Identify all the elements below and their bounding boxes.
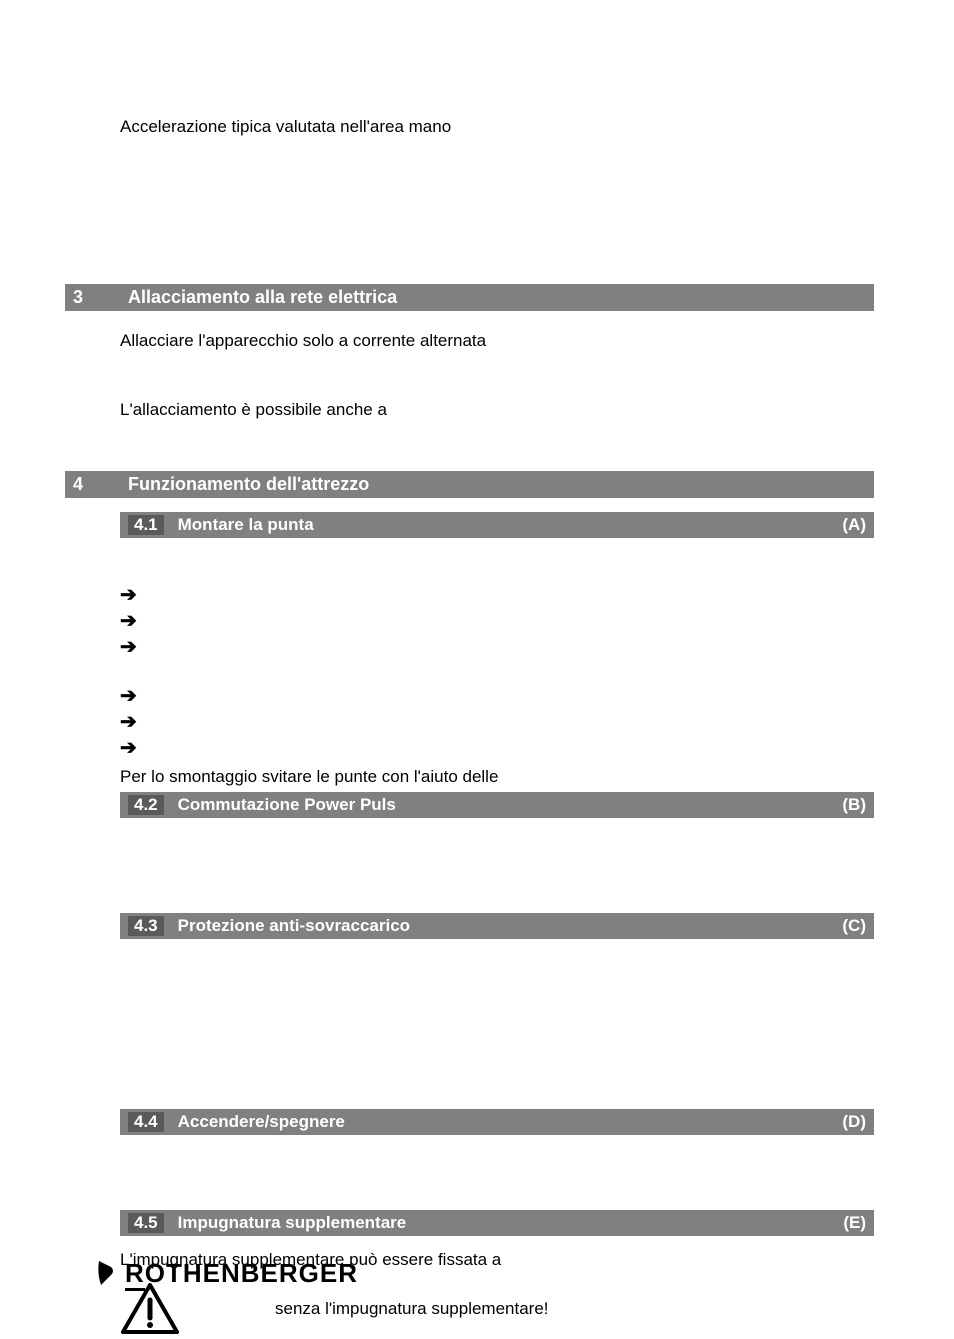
subsection-42-letter: (B) xyxy=(842,795,866,815)
warning-text: senza l'impugnatura supplementare! xyxy=(275,1299,549,1319)
arrow-icon: ➔ xyxy=(120,710,874,734)
footer: RROTHENBERGEROTHENBERGER xyxy=(95,1257,358,1289)
subsection-41-num: 4.1 xyxy=(128,515,164,535)
section-3-header: 3 Allacciamento alla rete elettrica xyxy=(65,284,874,311)
intro-text: Accelerazione tipica valutata nell'area … xyxy=(120,115,874,139)
section-4-title: Funzionamento dell'attrezzo xyxy=(128,474,369,495)
subsection-44-num: 4.4 xyxy=(128,1112,164,1132)
arrow-icon: ➔ xyxy=(120,736,874,760)
section-3-para2: L'allacciamento è possibile anche a xyxy=(120,398,874,422)
footer-brand: RROTHENBERGEROTHENBERGER xyxy=(125,1258,358,1289)
subsection-45-title: Impugnatura supplementare xyxy=(178,1213,844,1233)
section-4-header: 4 Funzionamento dell'attrezzo xyxy=(65,471,874,498)
subsection-44-title: Accendere/spegnere xyxy=(178,1112,843,1132)
subsection-43-letter: (C) xyxy=(842,916,866,936)
subsection-41-header: 4.1 Montare la punta (A) xyxy=(120,512,874,538)
warning-row: senza l'impugnatura supplementare! xyxy=(120,1282,874,1337)
subsection-41-note: Per lo smontaggio svitare le punte con l… xyxy=(120,765,874,789)
subsection-42-title: Commutazione Power Puls xyxy=(178,795,843,815)
subsection-44-letter: (D) xyxy=(842,1112,866,1132)
arrow-list-2: ➔ ➔ ➔ xyxy=(120,684,874,760)
arrow-icon: ➔ xyxy=(120,684,874,708)
subsection-43-num: 4.3 xyxy=(128,916,164,936)
section-3-para1: Allacciare l'apparecchio solo a corrente… xyxy=(120,329,874,353)
subsection-43-header: 4.3 Protezione anti-sovraccarico (C) xyxy=(120,913,874,939)
section-3-num: 3 xyxy=(73,287,128,308)
subsection-42-num: 4.2 xyxy=(128,795,164,815)
arrow-icon: ➔ xyxy=(120,635,874,659)
subsection-45-letter: (E) xyxy=(843,1213,866,1233)
subsection-42-header: 4.2 Commutazione Power Puls (B) xyxy=(120,792,874,818)
subsection-45-num: 4.5 xyxy=(128,1213,164,1233)
footer-logo: RROTHENBERGEROTHENBERGER xyxy=(95,1257,358,1289)
arrow-icon: ➔ xyxy=(120,583,874,607)
arrow-list-1: ➔ ➔ ➔ xyxy=(120,583,874,659)
subsection-45-header: 4.5 Impugnatura supplementare (E) xyxy=(120,1210,874,1236)
page-content: Accelerazione tipica valutata nell'area … xyxy=(0,0,954,1337)
subsection-43-title: Protezione anti-sovraccarico xyxy=(178,916,843,936)
subsection-41-letter: (A) xyxy=(842,515,866,535)
section-4-num: 4 xyxy=(73,474,128,495)
subsection-41-title: Montare la punta xyxy=(178,515,843,535)
subsection-44-header: 4.4 Accendere/spegnere (D) xyxy=(120,1109,874,1135)
arrow-icon: ➔ xyxy=(120,609,874,633)
section-3-title: Allacciamento alla rete elettrica xyxy=(128,287,397,308)
footer-logo-icon xyxy=(95,1257,127,1289)
